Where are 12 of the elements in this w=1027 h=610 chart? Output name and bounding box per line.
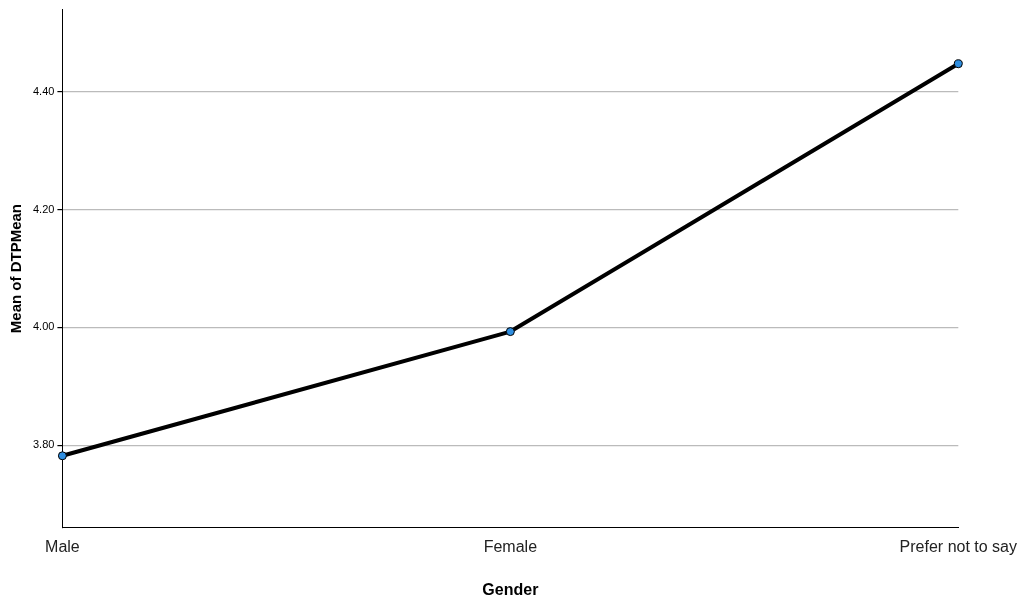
point <box>505 327 515 337</box>
point <box>953 59 963 69</box>
y-axis-title: Mean of DTPMean <box>7 204 25 334</box>
y-tick-label: 4.40 <box>32 85 55 98</box>
x-axis-title: Gender <box>482 580 539 598</box>
x-tick-label: Prefer not to say <box>899 537 1017 555</box>
x-tick-label: Female <box>483 537 538 555</box>
y-tick-label: 4.20 <box>32 202 55 215</box>
point <box>57 451 67 461</box>
y-tick-label: 3.80 <box>32 438 55 451</box>
y-tick-label: 4.00 <box>32 320 55 333</box>
x-tick-label: Male <box>45 537 80 555</box>
